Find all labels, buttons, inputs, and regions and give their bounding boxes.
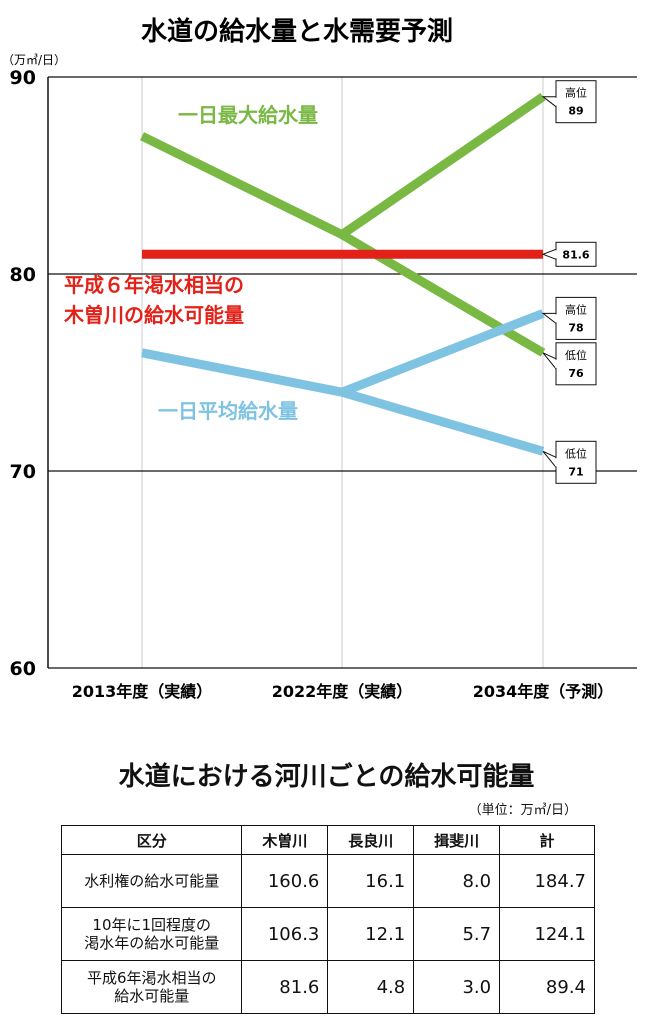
value-callout: 高位 78	[541, 296, 597, 340]
table-title: 水道における河川ごとの給水可能量	[118, 762, 535, 792]
value-callout: 低位 76	[542, 342, 597, 386]
series-label: 木曽川の給水可能量	[63, 303, 244, 327]
cell-kiso: 81.6	[241, 960, 329, 1014]
axes: 60 70 80 90 2013年度（実績） 2022年度（実績） 2034年度（予測）	[10, 67, 614, 701]
callout-joint	[555, 314, 557, 323]
header-total: 計	[499, 825, 595, 855]
chart-title: 水道の給水量と水需要予測	[141, 16, 453, 47]
callout-pointer	[541, 248, 557, 260]
table-header-row: 区分 木曽川 長良川 揖斐川 計	[60, 825, 595, 855]
cell-ibi: 5.7	[413, 907, 501, 961]
callout-value: 71	[568, 465, 583, 478]
row-label-line: 10年に1回程度の	[92, 916, 212, 934]
series-label: 一日最大給水量	[178, 103, 318, 127]
y-tick-label: 80	[10, 264, 36, 286]
y-tick-label: 90	[10, 67, 36, 89]
row-label-line: 水利権の給水可能量	[84, 872, 220, 890]
value-callout: 低位 71	[542, 440, 597, 484]
y-tick-label: 60	[10, 658, 36, 680]
callout-joint	[555, 359, 557, 368]
callout-pointer	[542, 450, 557, 468]
callout-value: 89	[568, 105, 583, 118]
table-row: 10年に1回程度の 渇水年の給水可能量 106.3 12.1 5.7 124.1	[60, 907, 595, 961]
x-tick-label: 2013年度（実績）	[72, 682, 213, 701]
row-label-line: 給水可能量	[114, 987, 190, 1005]
callout-joint	[555, 97, 557, 106]
callout-label: 高位	[565, 86, 587, 100]
series-lines	[140, 92, 546, 456]
callout-pointer	[541, 96, 557, 108]
callout-value: 81.6	[562, 248, 589, 261]
cell-ibi: 8.0	[413, 854, 501, 908]
callout-pointer	[542, 352, 557, 370]
cell-ibi: 3.0	[413, 960, 501, 1014]
x-tick-label: 2034年度（予測）	[473, 682, 614, 701]
row-label: 10年に1回程度の 渇水年の給水可能量	[60, 907, 243, 961]
callout-pointer	[541, 312, 557, 324]
gridlines	[48, 76, 637, 669]
table-row: 平成6年渇水相当の 給水可能量 81.6 4.8 3.0 89.4	[60, 960, 595, 1014]
callout-box	[555, 241, 597, 267]
row-label-line: 渇水年の給水可能量	[84, 934, 220, 952]
header-kiso: 木曽川	[241, 825, 329, 855]
series-line	[340, 309, 545, 397]
cell-nagara: 16.1	[327, 854, 415, 908]
y-axis-unit: （万㎥/日）	[2, 53, 66, 67]
callout-value: 76	[568, 367, 584, 380]
header-ibi: 揖斐川	[413, 825, 501, 855]
series-label: 平成６年渇水相当の	[64, 273, 244, 297]
callout-label: 低位	[565, 446, 587, 460]
callout-value: 78	[568, 321, 583, 334]
callout-joint	[555, 250, 557, 259]
y-tick-label: 70	[10, 461, 36, 483]
value-callout: 81.6	[541, 241, 597, 267]
row-label-line: 平成6年渇水相当の	[86, 969, 217, 987]
water-supply-table: 区分 木曽川 長良川 揖斐川 計 水利権の給水可能量 160.6 16.1 8.…	[60, 825, 595, 1014]
cell-total: 184.7	[499, 854, 595, 908]
cell-nagara: 12.1	[327, 907, 415, 961]
callout-label: 低位	[565, 348, 587, 362]
cell-kiso: 160.6	[241, 854, 329, 908]
cell-nagara: 4.8	[327, 960, 415, 1014]
callout-box	[555, 80, 597, 124]
callout-joint	[555, 458, 557, 467]
table-row: 水利権の給水可能量 160.6 16.1 8.0 184.7	[60, 854, 595, 908]
value-callouts: 高位 89 81.6 高位 78 低位 76 低位 71	[541, 80, 597, 484]
series-line	[339, 92, 546, 239]
row-label: 平成6年渇水相当の 給水可能量	[60, 960, 243, 1014]
water-demand-chart: 水道の給水量と水需要予測 （万㎥/日） 60 70 80 90 2013年度（実績） 20…	[2, 16, 637, 701]
header-nagara: 長良川	[327, 825, 415, 855]
x-tick-label: 2022年度（実績）	[272, 682, 413, 701]
row-label: 水利権の給水可能量	[60, 854, 243, 908]
cell-total: 124.1	[499, 907, 595, 961]
cell-total: 89.4	[499, 960, 595, 1014]
callout-label: 高位	[565, 302, 587, 316]
table-unit: （単位：万㎥/日）	[468, 803, 577, 818]
value-callout: 高位 89	[541, 80, 597, 124]
series-label: 一日平均給水量	[158, 399, 298, 423]
header-category: 区分	[60, 825, 243, 855]
cell-kiso: 106.3	[241, 907, 329, 961]
